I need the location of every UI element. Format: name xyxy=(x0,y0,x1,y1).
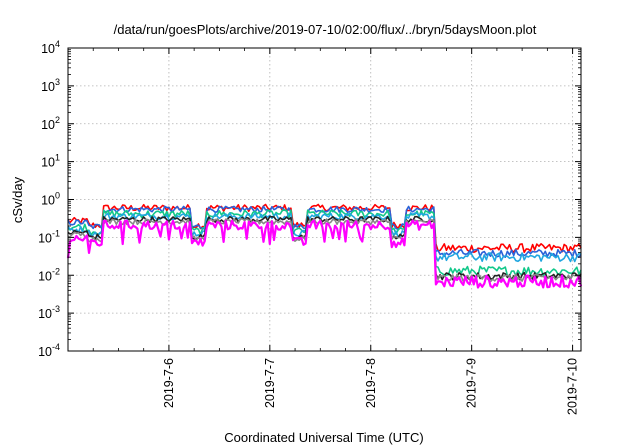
y-tick-label: 104 xyxy=(41,39,60,56)
y-tick-label: 101 xyxy=(41,153,60,170)
y-tick-exponent: -2 xyxy=(52,266,60,276)
y-tick-base: 10 xyxy=(41,156,55,170)
y-axis-label: cSv/day xyxy=(10,176,25,223)
series-line-5 xyxy=(67,215,582,281)
y-tick-exponent: -1 xyxy=(52,228,60,238)
y-tick-label: 10-3 xyxy=(38,304,60,321)
y-tick-exponent: 0 xyxy=(55,191,60,201)
series-line-3 xyxy=(67,209,582,277)
x-tick-label: 2019-7-6 xyxy=(162,358,176,408)
x-axis-label: Coordinated Universal Time (UTC) xyxy=(224,430,423,445)
series-line-6 xyxy=(67,218,582,283)
series-line-2 xyxy=(67,205,582,258)
y-tick-exponent: 3 xyxy=(55,77,60,87)
series-line-7 xyxy=(66,219,583,289)
x-tick-label: 2019-7-7 xyxy=(263,358,277,408)
chart-title: /data/run/goesPlots/archive/2019-07-10/0… xyxy=(114,22,537,37)
series-line-1 xyxy=(67,203,582,254)
series-line-4 xyxy=(67,212,582,263)
y-tick-exponent: -3 xyxy=(52,304,60,314)
x-tick-label: 2019-7-10 xyxy=(566,358,580,415)
y-tick-base: 10 xyxy=(38,269,52,283)
y-tick-label: 103 xyxy=(41,77,60,94)
y-tick-label: 10-2 xyxy=(38,266,60,283)
series-group xyxy=(66,203,583,289)
y-tick-base: 10 xyxy=(41,42,55,56)
y-tick-base: 10 xyxy=(41,118,55,132)
y-tick-base: 10 xyxy=(41,194,55,208)
y-tick-exponent: 2 xyxy=(55,115,60,125)
y-tick-label: 100 xyxy=(41,191,60,208)
x-tick-label: 2019-7-8 xyxy=(364,358,378,408)
y-tick-exponent: 1 xyxy=(55,153,60,163)
y-tick-base: 10 xyxy=(38,231,52,245)
y-tick-label: 10-1 xyxy=(38,228,60,245)
y-tick-label: 102 xyxy=(41,115,60,132)
y-tick-exponent: -4 xyxy=(52,342,60,352)
y-tick-label: 10-4 xyxy=(38,342,60,359)
y-tick-base: 10 xyxy=(38,307,52,321)
grid xyxy=(68,48,581,351)
y-tick-base: 10 xyxy=(38,345,52,359)
y-tick-base: 10 xyxy=(41,80,55,94)
x-axis: 2019-7-6 2019-7-7 2019-7-8 2019-7-9 2019-7-1… xyxy=(92,48,580,415)
x-tick-label: 2019-7-9 xyxy=(465,358,479,408)
y-tick-exponent: 4 xyxy=(55,39,60,49)
